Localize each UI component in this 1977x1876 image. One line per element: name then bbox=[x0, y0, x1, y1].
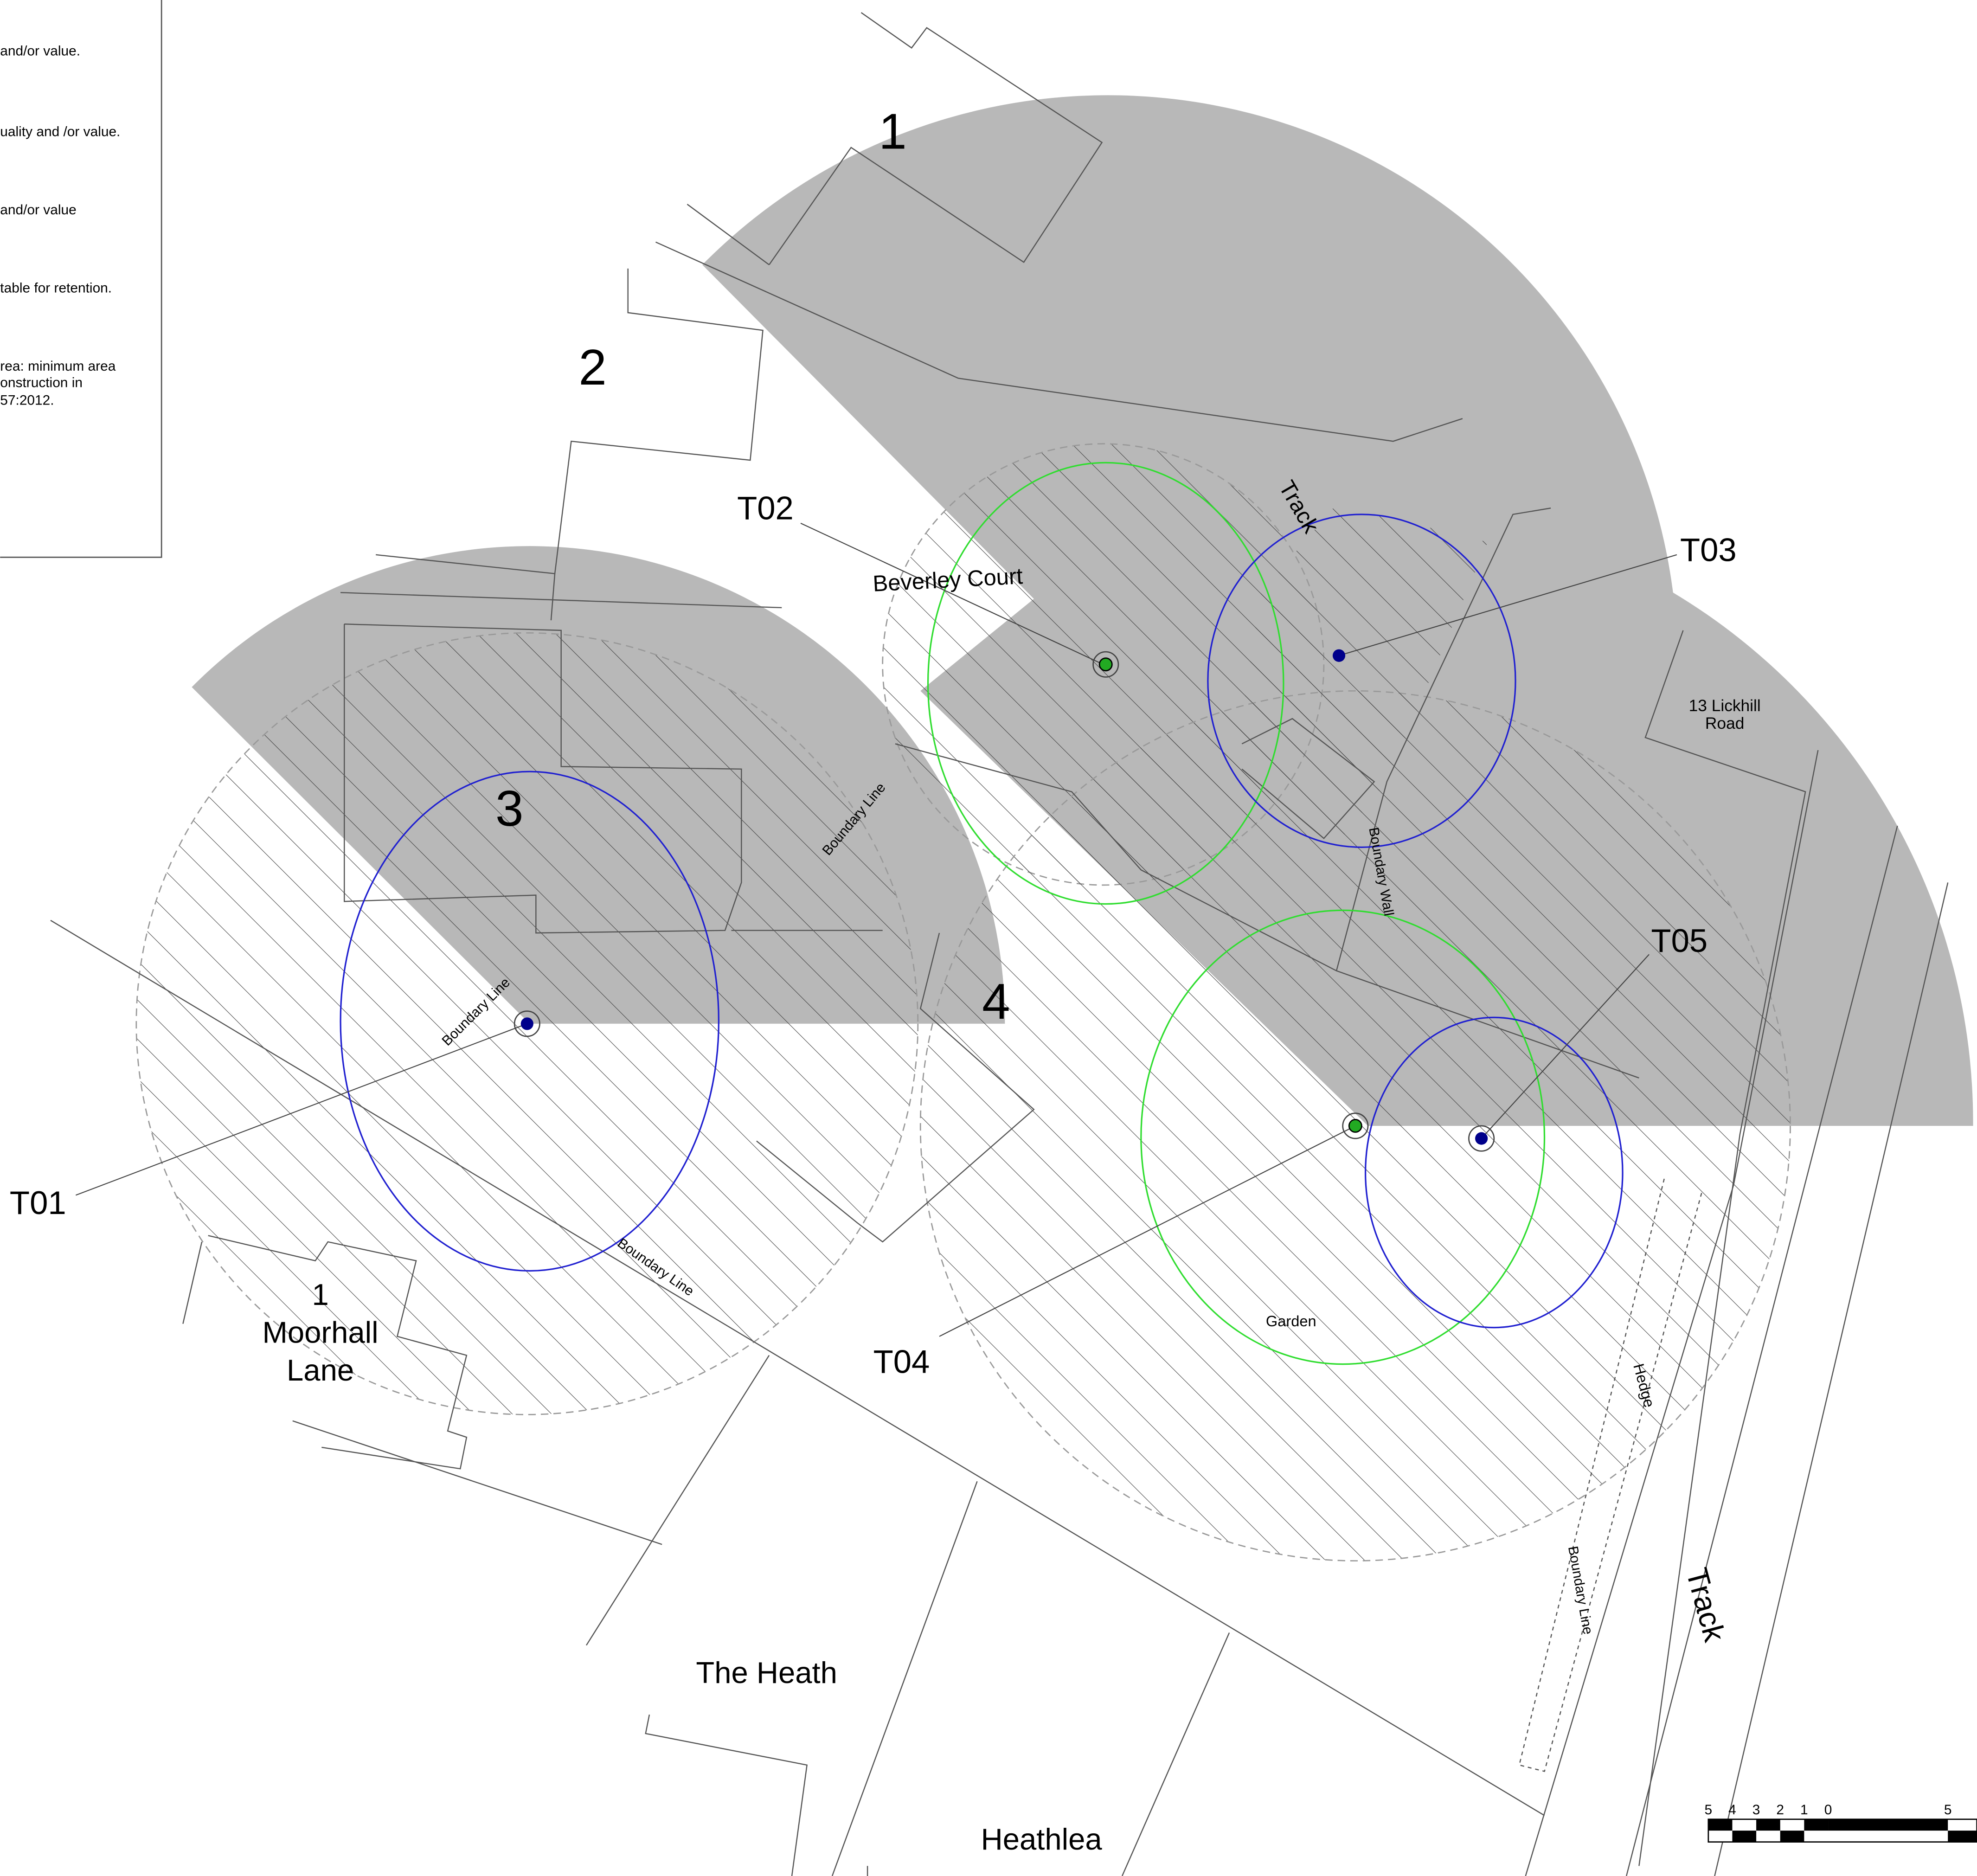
legend-text: 57:2012. bbox=[0, 392, 54, 408]
plot-number: 2 bbox=[578, 340, 606, 396]
canopy bbox=[1140, 909, 1546, 1365]
canopy bbox=[1364, 1016, 1624, 1329]
legend: and/or value. uality and /or value. and/… bbox=[0, 44, 120, 408]
canopy bbox=[927, 462, 1284, 905]
annotation: Track bbox=[1680, 1564, 1732, 1645]
legend-text: and/or value bbox=[0, 202, 76, 218]
scale-label: 3 bbox=[1752, 1802, 1760, 1818]
scale-label: 4 bbox=[1728, 1802, 1736, 1818]
scale-label: 0 bbox=[1824, 1802, 1832, 1818]
annotation: Garden bbox=[1266, 1312, 1316, 1330]
plot-number: 1 bbox=[879, 104, 906, 160]
legend-text: and/or value. bbox=[0, 44, 80, 59]
tree-tag: T04 bbox=[873, 1343, 930, 1380]
legend-text: table for retention. bbox=[0, 281, 112, 296]
plot-number: 4 bbox=[982, 974, 1010, 1030]
place-label: 1 bbox=[312, 1278, 328, 1311]
canopy bbox=[1207, 514, 1516, 848]
plot-number: 3 bbox=[495, 781, 523, 837]
place-label: Moorhall bbox=[263, 1315, 379, 1349]
boundaries bbox=[50, 12, 1949, 1876]
tree-tag: T03 bbox=[1680, 531, 1737, 568]
legend-text: uality and /or value. bbox=[0, 124, 120, 140]
scale-bar: 5 4 3 2 1 0 5 bbox=[1705, 1802, 1977, 1843]
annotation: Boundary Line bbox=[1565, 1545, 1596, 1635]
tree-tag: T05 bbox=[1651, 922, 1707, 959]
legend-box bbox=[0, 0, 162, 558]
place-label: The Heath bbox=[696, 1656, 837, 1690]
legend-text: onstruction in bbox=[0, 375, 83, 390]
scale-label: 2 bbox=[1776, 1802, 1784, 1818]
scale-label: 1 bbox=[1800, 1802, 1808, 1818]
place-label: Lane bbox=[287, 1353, 354, 1387]
place-label: Road bbox=[1705, 714, 1744, 732]
scale-label: 5 bbox=[1705, 1802, 1713, 1818]
canopies bbox=[340, 462, 1624, 1365]
canopy bbox=[340, 771, 720, 1272]
trees bbox=[75, 522, 1677, 1337]
place-label: 13 Lickhill bbox=[1689, 697, 1761, 715]
rpa bbox=[1235, 504, 1488, 845]
scale-label: 5 bbox=[1944, 1802, 1952, 1818]
place-label: Heathlea bbox=[981, 1822, 1103, 1856]
tree-tag: T02 bbox=[737, 490, 794, 527]
legend-text: rea: minimum area bbox=[0, 359, 116, 374]
tree-tag: T01 bbox=[10, 1184, 66, 1221]
